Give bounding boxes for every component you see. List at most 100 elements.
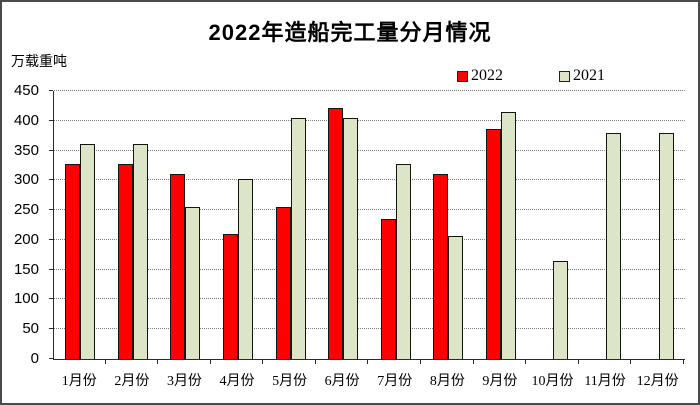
x-axis-label-7月份: 7月份 bbox=[377, 374, 413, 389]
bar-2022-2月份 bbox=[117, 164, 133, 359]
gridline-450 bbox=[54, 90, 685, 91]
gridline-200 bbox=[54, 238, 685, 240]
x-axis-label-8月份: 8月份 bbox=[429, 374, 465, 389]
x-axis-tick-cell bbox=[474, 359, 527, 364]
bar-2021-12月份 bbox=[658, 132, 674, 359]
bar-group-7月份 bbox=[369, 91, 422, 359]
bar-group-11月份 bbox=[580, 91, 633, 359]
legend-swatch-2022 bbox=[457, 70, 468, 82]
x-axis-label-3月份: 3月份 bbox=[166, 374, 202, 389]
y-axis-tick-200 bbox=[49, 238, 53, 240]
bar-2021-2月份 bbox=[132, 144, 148, 359]
y-axis-label-450: 450 bbox=[13, 82, 39, 99]
bar-group-6月份 bbox=[317, 91, 370, 359]
y-axis-tick-300 bbox=[49, 179, 53, 181]
gridline-300 bbox=[54, 179, 685, 181]
x-axis-label-9月份: 9月份 bbox=[482, 374, 518, 389]
bar-2022-9月份 bbox=[485, 129, 501, 359]
y-axis-tick-labels: 0 50 100 150 200 250 300 350 400 450 bbox=[2, 83, 42, 367]
legend-item-2022: 2022 bbox=[457, 67, 503, 85]
bar-2021-6月份 bbox=[343, 117, 359, 359]
bar-group-5月份 bbox=[264, 91, 317, 359]
bar-group-12月份 bbox=[632, 91, 685, 359]
x-axis-label-10月份: 10月份 bbox=[531, 374, 574, 389]
y-axis-tick-250 bbox=[49, 209, 53, 211]
bar-group-8月份 bbox=[422, 91, 475, 359]
x-axis-tick-cell bbox=[368, 359, 422, 364]
x-axis-ticks bbox=[53, 359, 684, 364]
x-axis-tick-cell bbox=[53, 359, 106, 364]
x-axis-tick-cell bbox=[631, 359, 684, 364]
bar-group-10月份 bbox=[527, 91, 580, 359]
bar-group-9月份 bbox=[475, 91, 528, 359]
x-axis-tick-cell bbox=[211, 359, 264, 364]
x-axis-tick-cell bbox=[263, 359, 316, 364]
x-axis-tick-cell bbox=[316, 359, 369, 364]
y-axis-tick-150 bbox=[49, 268, 53, 270]
bar-group-4月份 bbox=[212, 91, 265, 359]
bar-2021-4月份 bbox=[238, 179, 254, 359]
legend-swatch-2021 bbox=[559, 70, 570, 82]
bar-2022-6月份 bbox=[328, 107, 344, 359]
legend-label-2021: 2021 bbox=[573, 67, 605, 84]
chart-title: 2022年造船完工量分月情况 bbox=[208, 20, 492, 45]
bar-group-1月份 bbox=[54, 91, 107, 359]
x-axis-label-6月份: 6月份 bbox=[324, 374, 360, 389]
x-axis-tick-cell bbox=[421, 359, 474, 364]
x-axis-tick-cell bbox=[579, 359, 632, 364]
x-axis-tick-cell bbox=[106, 359, 159, 364]
gridline-400 bbox=[54, 119, 685, 121]
x-axis-label-12月份: 12月份 bbox=[636, 374, 679, 389]
legend-item-2021: 2021 bbox=[559, 67, 605, 85]
gridline-350 bbox=[54, 149, 685, 151]
y-axis-tick-50 bbox=[49, 328, 53, 330]
bar-group-3月份 bbox=[159, 91, 212, 359]
bar-series-container bbox=[54, 91, 685, 359]
bar-2022-4月份 bbox=[223, 233, 239, 359]
bar-2021-5月份 bbox=[290, 117, 306, 359]
y-axis-label-250: 250 bbox=[13, 201, 39, 219]
gridline-100 bbox=[54, 298, 685, 300]
y-axis-tick-350 bbox=[49, 149, 53, 151]
y-axis-tick-400 bbox=[49, 119, 53, 121]
y-axis-label-0: 0 bbox=[30, 350, 39, 367]
bar-2021-11月份 bbox=[606, 132, 622, 359]
x-axis-label-2月份: 2月份 bbox=[114, 374, 150, 389]
x-axis-tick-cell bbox=[158, 359, 211, 364]
bar-2022-3月份 bbox=[170, 174, 186, 359]
x-axis-tick-cell bbox=[526, 359, 579, 364]
y-axis-label-350: 350 bbox=[13, 141, 39, 159]
y-axis-label-150: 150 bbox=[13, 260, 39, 278]
bar-2021-7月份 bbox=[395, 164, 411, 359]
y-axis-label-400: 400 bbox=[13, 111, 39, 129]
gridline-50 bbox=[54, 328, 685, 330]
x-axis-label-1月份: 1月份 bbox=[61, 374, 97, 389]
plot-area bbox=[49, 90, 685, 360]
gridline-250 bbox=[54, 209, 685, 211]
bar-2021-3月份 bbox=[185, 207, 201, 359]
y-axis-label-100: 100 bbox=[13, 290, 39, 308]
gridline-150 bbox=[54, 268, 685, 270]
y-axis-tick-100 bbox=[49, 298, 53, 300]
y-axis-label-300: 300 bbox=[13, 171, 39, 189]
y-axis-label-50: 50 bbox=[22, 320, 39, 338]
bar-2022-1月份 bbox=[65, 164, 81, 359]
bar-2021-1月份 bbox=[80, 144, 96, 359]
x-axis-label-4月份: 4月份 bbox=[219, 374, 255, 389]
x-axis-label-11月份: 11月份 bbox=[584, 374, 626, 389]
x-axis-label-5月份: 5月份 bbox=[272, 374, 308, 389]
bar-2022-7月份 bbox=[380, 219, 396, 359]
bar-group-2月份 bbox=[107, 91, 160, 359]
legend: 2022 2021 bbox=[457, 67, 605, 85]
y-axis-unit-label: 万载重吨 bbox=[11, 55, 67, 70]
bar-2021-10月份 bbox=[553, 260, 569, 359]
legend-label-2022: 2022 bbox=[471, 67, 503, 84]
bar-2022-8月份 bbox=[433, 174, 449, 359]
y-axis-tick-0 bbox=[49, 358, 53, 359]
y-axis-tick-450 bbox=[49, 90, 53, 91]
bar-2021-9月份 bbox=[500, 112, 516, 359]
bar-2022-5月份 bbox=[275, 206, 291, 359]
bar-2021-8月份 bbox=[448, 235, 464, 359]
x-axis-labels: 1月份 2月份 3月份 4月份 5月份 6月份 7月份 8月份 9月份 10月份 11月份 12月份 bbox=[53, 370, 684, 390]
